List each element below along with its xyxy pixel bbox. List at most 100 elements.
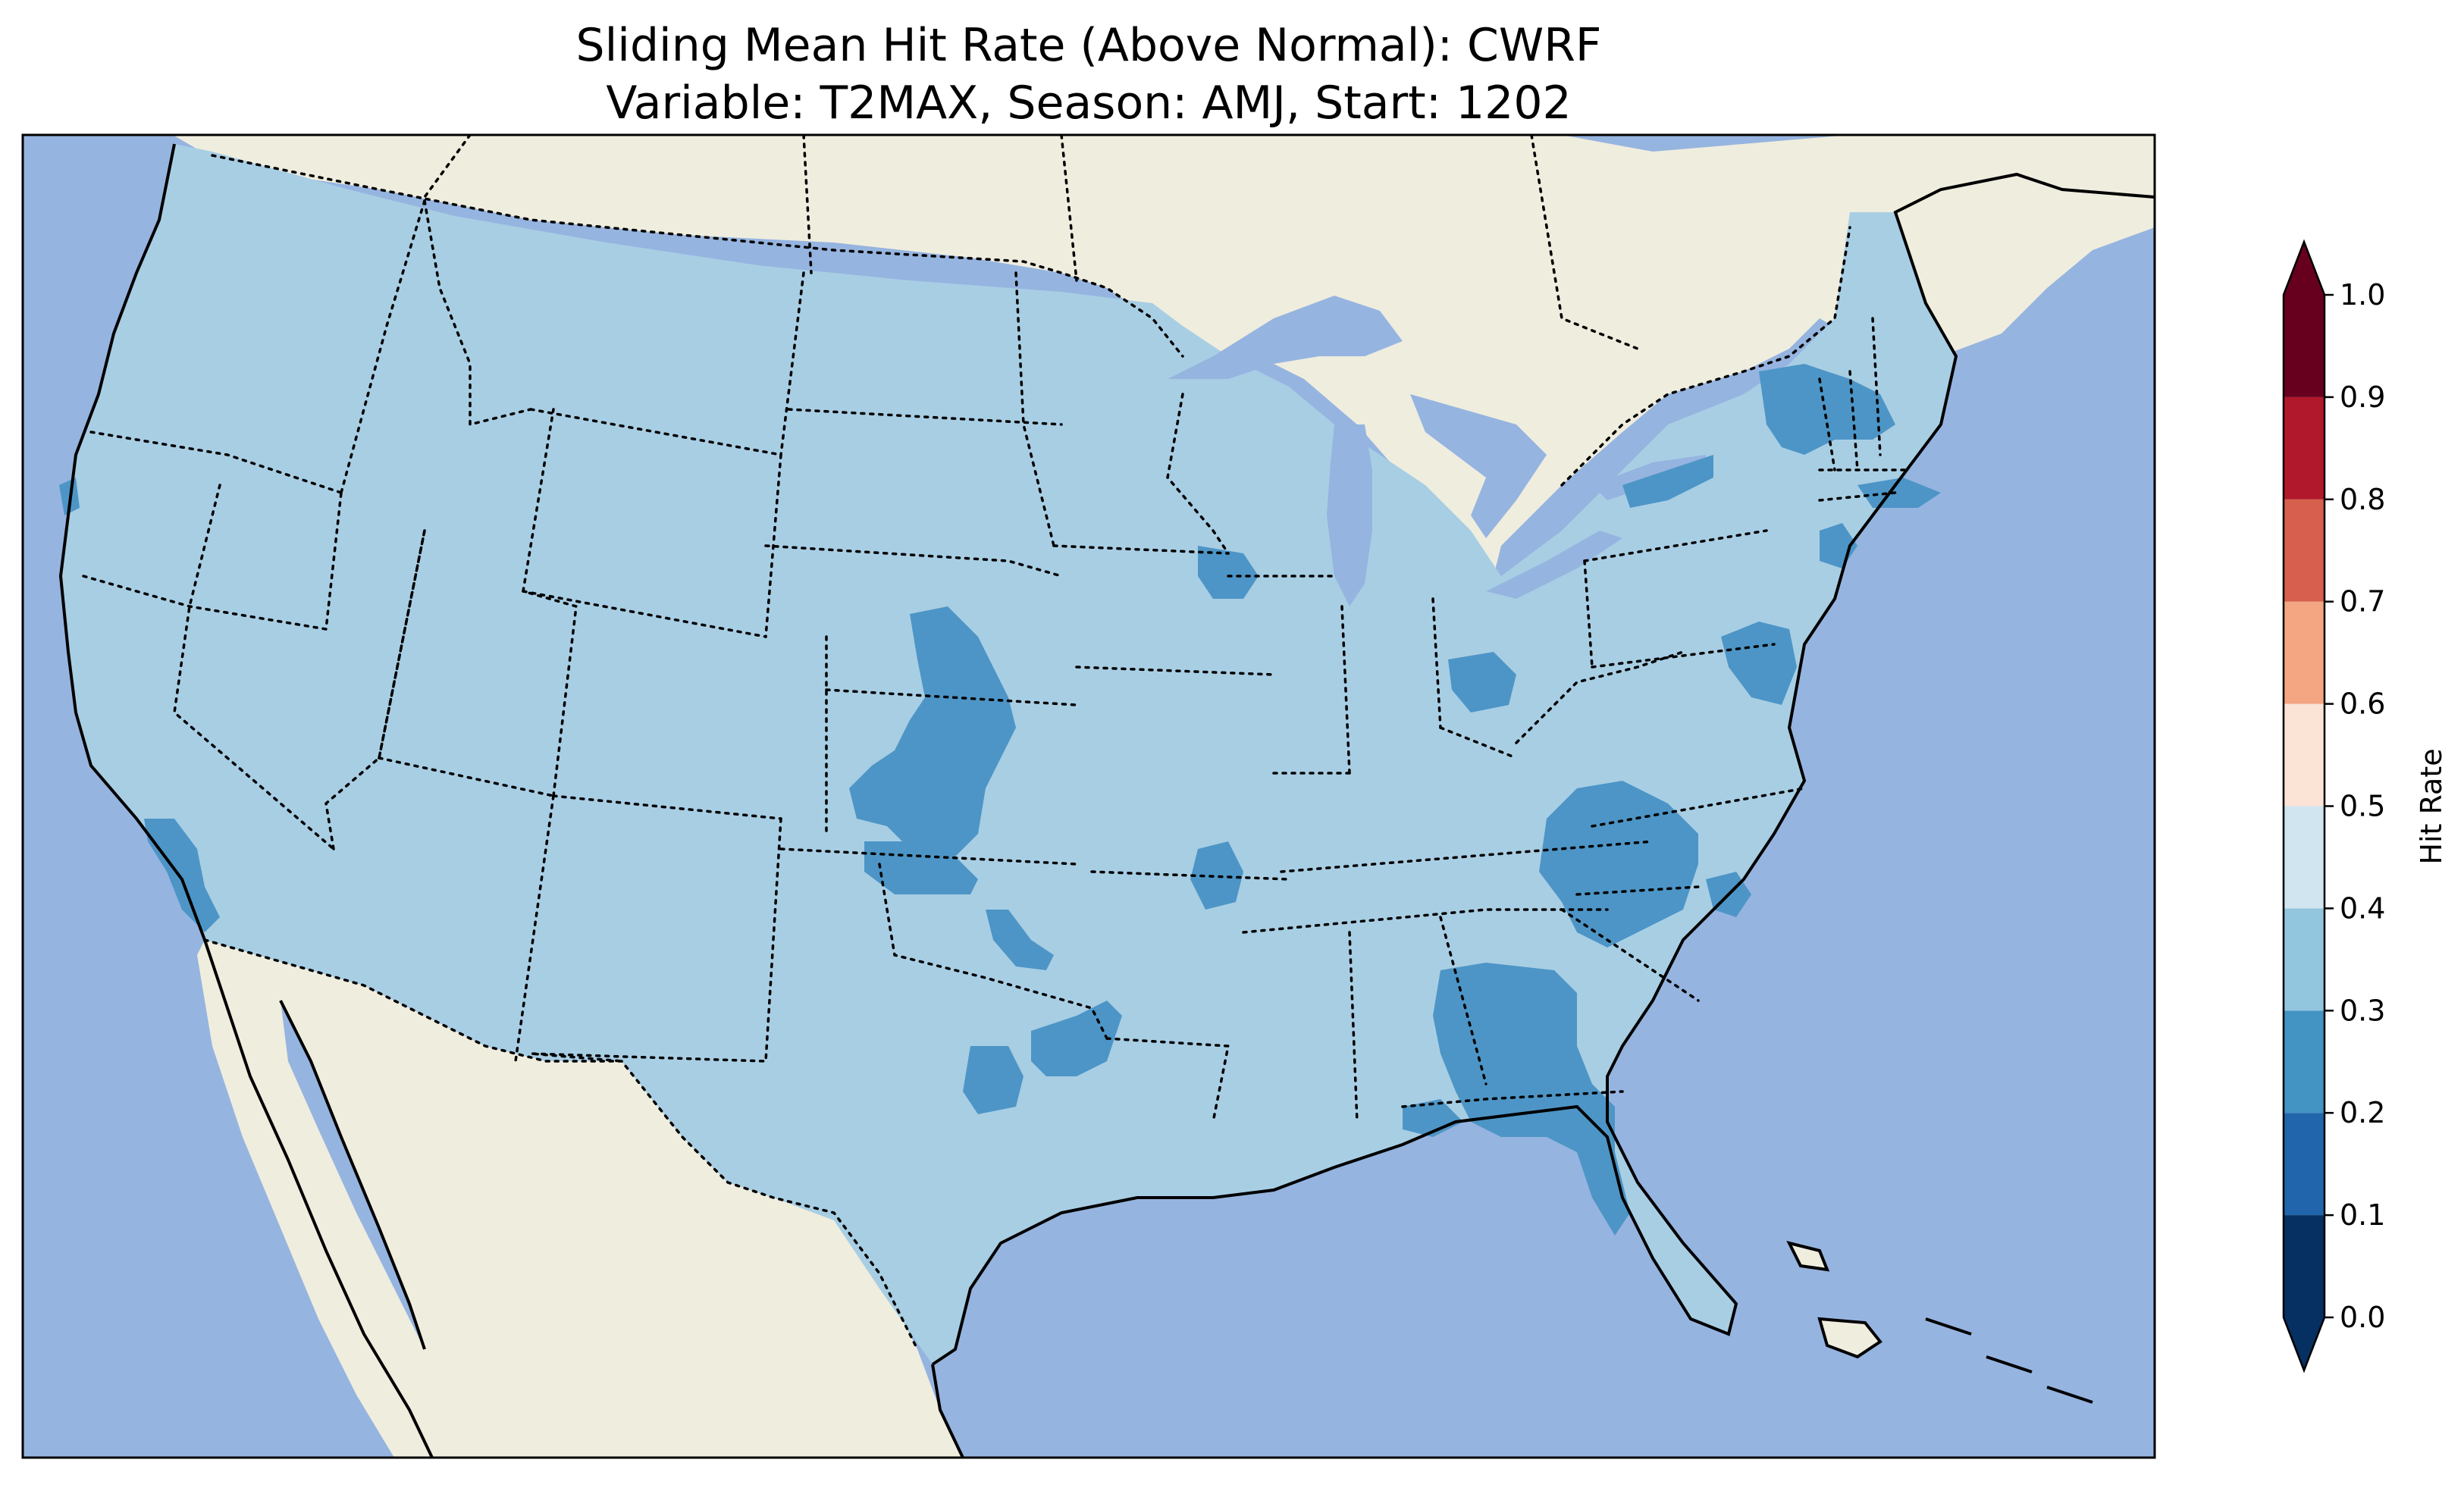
- colorbar-bin-4: [2284, 806, 2324, 909]
- coast-caribbean-islands: [1925, 1317, 2093, 1404]
- colorbar-bin-6: [2284, 601, 2324, 704]
- border-mt-nd: [779, 271, 805, 456]
- patch-texas-west: [963, 1046, 1024, 1114]
- border-ut-az: [378, 756, 555, 797]
- colorbar-bin-0: [2284, 1215, 2324, 1317]
- colorbar-ticks: 0.0 0.1 0.2 0.3 0.4 0.5 0.6 0.7 0.8 0.9 1.0: [2324, 278, 2385, 1334]
- border-id-wy: [522, 408, 555, 593]
- colorbar-extend-under: [2284, 1317, 2324, 1370]
- border-co-nm: [552, 794, 782, 820]
- border-nv-az: [324, 529, 426, 850]
- lake-michigan: [1327, 424, 1372, 606]
- border-mo-ar: [1090, 870, 1290, 881]
- border-nv-ut: [378, 529, 426, 760]
- patch-socal: [144, 819, 220, 932]
- border-nd-sd: [787, 408, 1063, 426]
- patch-nebraska-kansas: [849, 606, 1016, 864]
- border-us-mexico: [203, 938, 919, 1351]
- coast-gulf: [931, 172, 2155, 1366]
- border-wy-sd: [764, 453, 782, 638]
- colorbar-tick-label-10: 1.0: [2340, 278, 2385, 312]
- border-us-canada: [211, 154, 1184, 358]
- canada-land: [173, 135, 2155, 606]
- colorbar-tick-label-8: 0.8: [2340, 483, 2385, 516]
- border-al-ga: [1439, 916, 1487, 1085]
- border-ga-fl: [1401, 1090, 1624, 1108]
- border-wv-va: [1515, 650, 1685, 744]
- lake-superior: [1168, 296, 1403, 379]
- border-wa-or: [89, 431, 343, 494]
- border-il-in: [1340, 605, 1351, 775]
- chart-subtitle: Variable: T2MAX, Season: AMJ, Start: 120…: [606, 77, 1572, 130]
- lake-erie: [1486, 531, 1622, 599]
- title-block: Sliding Mean Hit Rate (Above Normal): CW…: [23, 17, 2155, 132]
- bahamas-land: [1789, 1243, 1827, 1270]
- border-nc-sc: [1575, 885, 1700, 896]
- colorbar-bin-2: [2284, 1010, 2324, 1113]
- coast-baja-gulf: [279, 1000, 426, 1350]
- patch-ma-ri-coast: [1857, 478, 1941, 508]
- map-frame: [21, 133, 2156, 1459]
- border-ks-ok: [779, 847, 1078, 866]
- border-canada-provinces: [423, 135, 1639, 350]
- lake-huron: [1410, 394, 1547, 538]
- mexico-land: [205, 940, 963, 1458]
- coast-gulf-mexico-west: [931, 1364, 964, 1458]
- border-mn-wi: [1166, 393, 1230, 555]
- border-in-oh: [1431, 597, 1442, 729]
- border-wa-id: [340, 199, 426, 494]
- patch-georgia-alabama: [1433, 963, 1630, 1236]
- colorbar-tick-label-6: 0.6: [2340, 687, 2385, 721]
- border-us-canada-east: [1560, 226, 1851, 487]
- border-ms-al: [1348, 931, 1359, 1123]
- border-mt-wy: [529, 408, 782, 456]
- border-pa-ny: [1583, 529, 1768, 562]
- colorbar-bin-8: [2284, 396, 2324, 500]
- border-ct-ri: [1818, 491, 1897, 502]
- international-borders: [203, 135, 1851, 1351]
- coast-pacific: [58, 143, 434, 1458]
- patch-ohio: [1448, 652, 1516, 713]
- coast-bahamas: [1786, 1241, 1830, 1272]
- colorbar-label: Hit Rate: [2415, 748, 2448, 864]
- colorbar-extend-over: [2284, 242, 2324, 295]
- colorbar-bin-5: [2284, 703, 2324, 807]
- border-or-ca: [82, 491, 343, 631]
- gulf-of-california: [281, 1001, 425, 1349]
- border-tn-ms: [1242, 908, 1609, 934]
- chart-title: Sliding Mean Hit Rate (Above Normal): CW…: [575, 19, 1602, 72]
- patch-maryland-delaware: [1721, 622, 1797, 705]
- patch-florida-panhandle: [1403, 1099, 1463, 1137]
- border-vt-nh: [1848, 370, 1859, 471]
- border-mn-ia: [1052, 544, 1230, 555]
- border-ar-la: [1105, 1037, 1230, 1123]
- coastlines: [58, 143, 2155, 1458]
- colorbar-tick-label-9: 0.9: [2340, 381, 2385, 414]
- colorbar-bin-1: [2284, 1113, 2324, 1216]
- colorbar-tick-label-4: 0.4: [2340, 891, 2385, 925]
- state-borders: [82, 199, 1912, 1123]
- maritime-land: [1971, 152, 2155, 258]
- border-ny-vt: [1818, 377, 1836, 471]
- patch-ny-west: [1622, 455, 1713, 508]
- border-ut-co: [522, 590, 578, 797]
- patch-carolinas: [1539, 781, 1698, 947]
- patch-minnesota-wisconsin: [1198, 546, 1259, 599]
- border-ga-sc: [1560, 908, 1700, 1002]
- colorbar-bins: [2284, 295, 2324, 1317]
- colorbar-tick-label-0: 0.0: [2340, 1301, 2385, 1334]
- colorbar-tick-label-1: 0.1: [2340, 1198, 2385, 1232]
- colorbar-bin-7: [2284, 499, 2324, 602]
- border-ok-tx: [878, 863, 1108, 1040]
- border-ky-tn: [1280, 840, 1654, 873]
- patch-texas-north: [1031, 1001, 1122, 1076]
- border-ia-mo: [1075, 666, 1275, 676]
- border-ne-ks: [825, 688, 1078, 706]
- coast-cuba: [1817, 1317, 1882, 1359]
- colorbar: 0.0 0.1 0.2 0.3 0.4 0.5 0.6 0.7 0.8 0.9 1.0 Hit Ra…: [2282, 239, 2448, 1373]
- border-nm-tx: [530, 817, 782, 1063]
- border-ca-nv: [173, 484, 335, 850]
- border-oh-pa: [1583, 559, 1594, 669]
- border-sd-ne: [764, 544, 1063, 578]
